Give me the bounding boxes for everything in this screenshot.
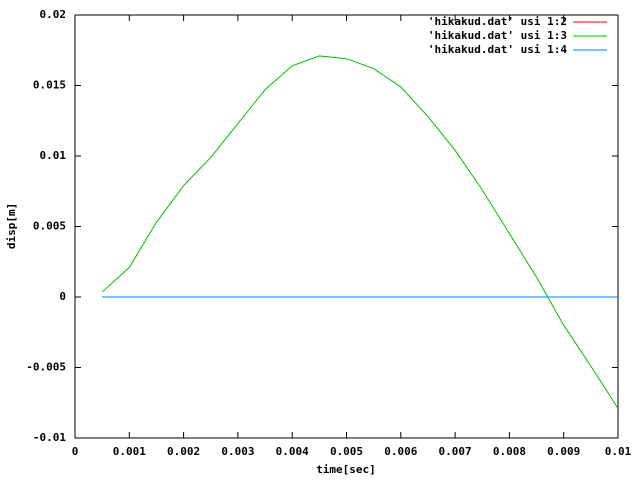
y-tick-label: -0.005 <box>26 361 66 374</box>
y-tick-label: 0.01 <box>40 149 67 162</box>
x-tick-label: 0.003 <box>221 445 254 458</box>
y-tick-label: 0.015 <box>33 79 66 92</box>
x-tick-label: 0.001 <box>113 445 146 458</box>
legend-label: 'hikakud.dat' usi 1:2 <box>428 15 567 28</box>
x-tick-label: 0.01 <box>605 445 632 458</box>
x-tick-label: 0.008 <box>493 445 526 458</box>
x-tick-label: 0.002 <box>167 445 200 458</box>
legend-label: 'hikakud.dat' usi 1:4 <box>428 43 567 56</box>
y-tick-label: 0.005 <box>33 220 66 233</box>
x-axis-label: time[sec] <box>316 463 376 476</box>
legend-label: 'hikakud.dat' usi 1:3 <box>428 29 567 42</box>
y-tick-label: 0.02 <box>40 8 67 21</box>
x-tick-label: 0.006 <box>384 445 417 458</box>
y-tick-label: -0.01 <box>33 431 66 444</box>
plot-border <box>74 14 619 439</box>
y-axis-label: disp[m] <box>5 203 18 249</box>
series-line <box>101 55 619 409</box>
y-tick-label: 0 <box>59 290 66 303</box>
x-tick-label: 0 <box>72 445 79 458</box>
x-tick-label: 0.004 <box>276 445 309 458</box>
x-tick-label: 0.007 <box>439 445 472 458</box>
x-tick-label: 0.009 <box>547 445 580 458</box>
x-tick-label: 0.005 <box>330 445 363 458</box>
